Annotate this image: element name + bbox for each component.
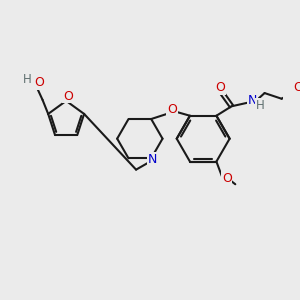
Text: N: N [248,94,257,107]
Text: O: O [215,81,225,94]
Text: H: H [23,74,32,86]
Text: O: O [35,76,45,89]
Text: O: O [222,172,232,185]
Text: N: N [148,153,157,166]
Text: H: H [256,99,264,112]
Text: O: O [167,103,177,116]
Text: O: O [63,90,73,103]
Text: O: O [294,81,300,94]
